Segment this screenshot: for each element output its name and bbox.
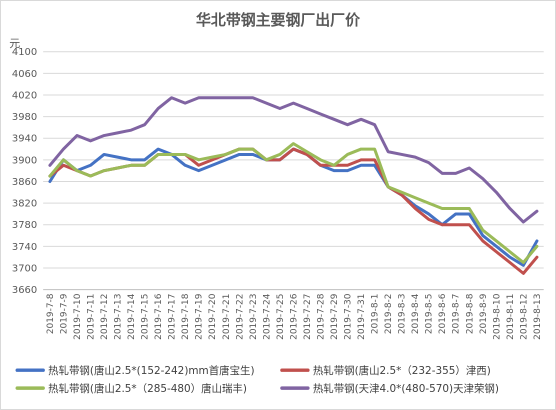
y-tick-label: 3940	[12, 134, 37, 145]
x-tick-label: 2019-7-27	[303, 294, 313, 340]
x-tick-label: 2019-7-22	[235, 294, 245, 340]
x-tick-label: 2019-7-25	[276, 294, 286, 340]
x-tick-label: 2019-8-7	[452, 294, 462, 335]
y-axis-ticks: 3660 3700 3740 3780 3820 3860 3900 3940 3980 4020…	[12, 47, 37, 296]
y-tick-label: 3740	[12, 242, 37, 253]
x-tick-label: 2019-8-6	[438, 293, 448, 334]
legend-label: 热轧带钢(唐山2.5*（285-480）唐山瑞丰)	[48, 382, 247, 395]
series-line-4	[48, 96, 539, 224]
y-tick-label: 3700	[12, 263, 37, 274]
x-tick-label: 2019-7-16	[154, 293, 164, 340]
x-tick-label: 2019-7-28	[316, 293, 326, 340]
x-tick-label: 2019-8-8	[465, 293, 475, 334]
legend-label: 热轧带钢(天津4.0*(480-570)天津荣钢)	[313, 382, 499, 395]
x-tick-label: 2019-8-1	[371, 294, 381, 335]
x-tick-label: 2019-8-9	[479, 293, 489, 334]
y-tick-label: 3900	[12, 155, 37, 166]
x-tick-label: 2019-7-17	[168, 294, 178, 340]
y-tick-label: 3860	[12, 177, 37, 188]
legend-label: 热轧带钢(唐山2.5*(152-242)mm首唐宝生)	[48, 364, 254, 377]
x-tick-label: 2019-7-14	[127, 293, 137, 340]
x-tick-label: 2019-7-23	[249, 294, 259, 340]
y-tick-label: 3980	[12, 112, 37, 123]
y-tick-label: 3780	[12, 220, 37, 231]
x-tick-label: 2019-8-12	[519, 294, 529, 340]
legend-label: 热轧带钢(唐山2.5*（232-355）津西)	[313, 364, 491, 377]
x-tick-label: 2019-7-10	[73, 293, 83, 340]
x-tick-label: 2019-8-11	[506, 294, 516, 340]
x-tick-label: 2019-8-13	[533, 294, 543, 340]
series-lines	[48, 96, 539, 275]
x-tick-label: 2019-7-15	[141, 294, 151, 340]
x-tick-label: 2019-7-29	[330, 293, 340, 340]
x-tick-label: 2019-7-26	[289, 293, 299, 340]
x-tick-label: 2019-7-13	[114, 294, 124, 340]
x-tick-label: 2019-8-10	[492, 293, 502, 340]
x-tick-label: 2019-7-12	[100, 294, 110, 340]
x-tick-label: 2019-7-30	[344, 293, 354, 340]
x-tick-label: 2019-7-20	[208, 293, 218, 340]
y-tick-label: 3820	[12, 199, 37, 210]
x-tick-label: 2019-7-31	[357, 294, 367, 340]
y-tick-label: 4060	[12, 69, 37, 80]
x-tick-label: 2019-7-11	[86, 294, 96, 340]
y-tick-label: 4020	[12, 90, 37, 101]
gridlines	[43, 51, 544, 291]
x-tick-label: 2019-7-24	[262, 293, 272, 340]
series-line-3	[48, 142, 539, 265]
y-axis-unit: 元	[9, 37, 20, 50]
x-tick-label: 2019-8-2	[384, 294, 394, 335]
x-axis-ticks: 2019-7-8 2019-7-9 2019-7-10 2019-7-11 2019-7…	[46, 293, 543, 340]
y-tick-label: 3660	[12, 285, 37, 296]
chart-title: 华北带钢主要钢厂出厂价	[196, 11, 360, 29]
x-tick-label: 2019-7-9	[59, 293, 69, 334]
x-tick-label: 2019-7-19	[195, 293, 205, 340]
x-tick-label: 2019-8-5	[425, 294, 435, 335]
x-tick-label: 2019-7-18	[181, 293, 191, 340]
y-tick-label: 4100	[12, 47, 37, 58]
x-tick-label: 2019-7-8	[46, 293, 56, 334]
x-tick-label: 2019-8-4	[411, 293, 421, 334]
x-tick-label: 2019-8-3	[398, 294, 408, 335]
x-tick-label: 2019-7-21	[222, 294, 232, 340]
legend: 热轧带钢(唐山2.5*(152-242)mm首唐宝生) 热轧带钢(唐山2.5*（2…	[15, 364, 499, 395]
